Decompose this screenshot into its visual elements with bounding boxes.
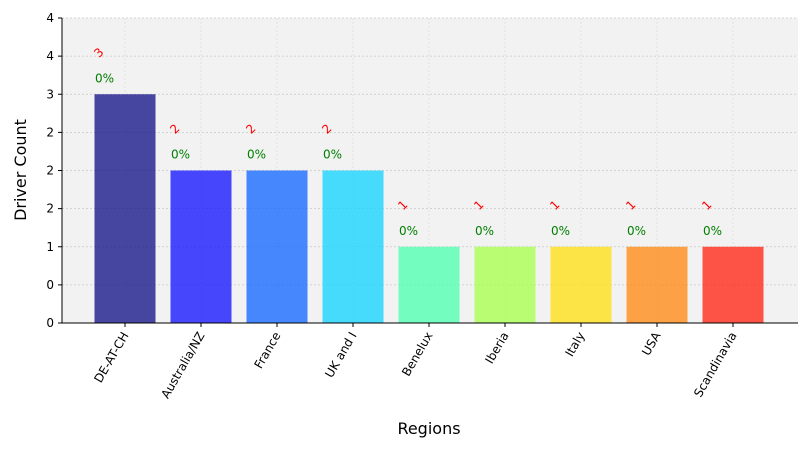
percent-label: 0% [627,224,646,238]
x-axis-title: Regions [397,419,460,438]
bars [94,94,764,323]
bar [94,94,156,323]
y-tick-label: 4 [46,11,54,25]
y-tick-label: 2 [46,125,54,139]
y-ticks: 0 0 1 2 2 2 3 4 4 [46,11,62,330]
percent-label: 0% [703,224,722,238]
y-tick-label: 2 [46,202,54,216]
percent-label: 0% [323,148,342,162]
x-ticks: DE-AT-CH Australia/NZ France UK and I Benelu… [91,323,740,401]
x-tick-label: DE-AT-CH [91,330,131,386]
y-axis-title: Driver Count [11,119,30,221]
x-tick-label: Scandinavia [691,330,740,400]
x-tick-label: Australia/NZ [158,330,207,401]
bar [550,246,612,323]
bar [702,246,764,323]
y-tick-label: 0 [46,316,54,330]
percent-label: 0% [475,224,494,238]
bar [398,246,460,323]
y-tick-label: 1 [46,240,54,254]
y-tick-label: 2 [46,164,54,178]
bar [246,170,308,323]
bar [474,246,536,323]
x-tick-label: Iberia [482,330,511,367]
y-tick-label: 0 [46,278,54,292]
bar [322,170,384,323]
x-tick-label: Benelux [399,330,435,379]
y-tick-label: 3 [46,87,54,101]
x-tick-label: USA [639,329,664,358]
percent-label: 0% [171,148,190,162]
bar [170,170,232,323]
y-tick-label: 4 [46,49,54,63]
percent-label: 0% [95,71,114,85]
bar [626,246,688,323]
x-tick-label: France [252,330,284,372]
percent-label: 0% [247,148,266,162]
percent-label: 0% [551,224,570,238]
x-tick-label: Italy [562,330,587,360]
percent-label: 0% [399,224,418,238]
x-tick-label: UK and I [322,330,359,381]
